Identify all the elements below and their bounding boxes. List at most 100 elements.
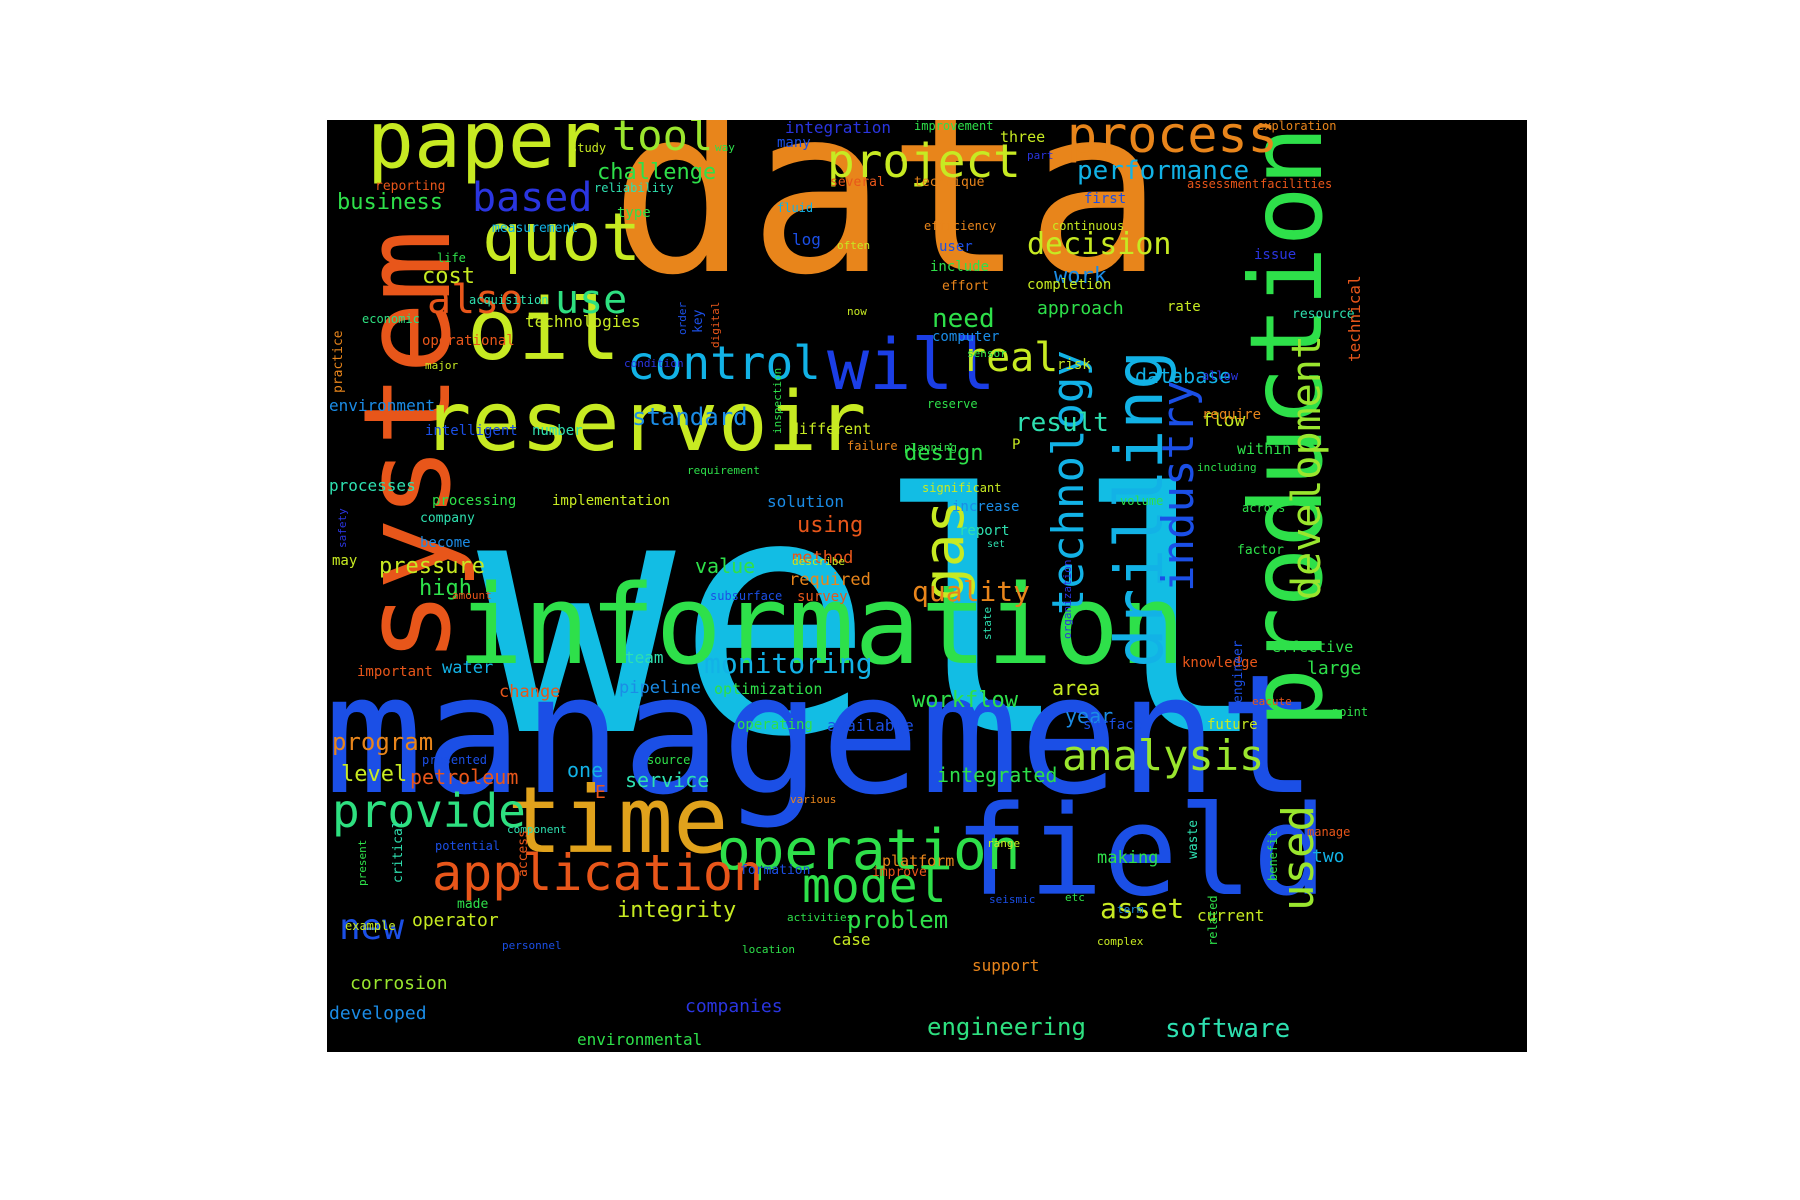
word-cost: cost [422,264,475,289]
word-related: related [1206,895,1220,946]
word-petroleum: petroleum [410,765,519,789]
word-control: control [627,336,821,390]
word-processes: processes [329,476,416,495]
word-level: level [341,762,408,787]
word-eacute: eacute [1252,695,1292,708]
word-digital: digital [709,301,722,348]
word-point: point [1332,705,1369,719]
word-engineer: engineer [1231,640,1246,703]
word-surface: surface [1083,717,1143,733]
word-real: real [962,335,1059,381]
word-measurement: measurement [492,221,579,236]
word-state: state [981,606,994,640]
word-also: also [427,277,524,323]
word-number: number [532,423,583,439]
word-risk: risk [1057,357,1091,373]
word-two: two [1312,846,1345,867]
word-access: access [516,830,531,877]
word-time: time [507,767,729,874]
word-database: database [1135,364,1232,388]
word-sensor: sensor [967,347,1007,360]
word-company: company [420,511,475,526]
word-rate: rate [1167,299,1201,315]
word-operation: operation [717,818,1021,883]
word-key: key [691,309,706,333]
word-integration: integration [785,120,891,137]
word-information: information [457,561,1186,689]
word-user: user [939,239,973,255]
word-now: now [847,305,867,318]
word-planning: planning [904,441,957,454]
word-requirement: requirement [687,464,760,477]
word-failure: failure [847,439,898,453]
word-provide: provide [332,784,526,838]
word-range: range [987,837,1021,850]
word-technical: technical [1345,275,1364,362]
word-required: required [789,570,871,590]
word-become: become [420,535,471,551]
word-platform: platform [882,852,955,870]
word-work: work [1054,264,1107,289]
word-present: present [356,839,369,886]
word-integrity: integrity [617,898,737,923]
word-factor: factor [1237,543,1284,558]
word-practice: practice [331,330,346,393]
word-completion: completion [1027,277,1112,293]
word-benefit: benefit [1266,830,1280,881]
word-economic: economic [362,312,420,326]
word-across: across [1242,501,1286,515]
word-based: based [472,175,593,221]
word-available: available [827,716,914,735]
word-critical: critical [391,820,406,883]
word-oil: oil [467,281,621,380]
word-intelligent: intelligent [425,423,518,439]
word-increase: increase [952,499,1020,515]
word-analysis: analysis [1062,731,1265,780]
word-using: using [797,513,864,538]
word-component: component [507,823,567,836]
word-making: making [1097,848,1159,868]
word-value: value [695,554,756,578]
word-acquisition: acquisition [469,293,549,307]
word-paper: paper [367,120,602,186]
word-p: P [1012,437,1021,453]
word-type: type [617,205,651,221]
word-quot: quot [482,199,641,276]
word-knowledge: knowledge [1182,655,1258,671]
word-subsurface: subsurface [710,589,783,603]
word-potential: potential [435,839,501,853]
word-will: will [827,324,996,406]
word-location: location [742,943,795,956]
word-future: future [1207,717,1258,733]
word-reporting: reporting [375,179,446,194]
word-monitoring: monitoring [704,647,873,680]
word-assessment: assessment [1187,177,1260,191]
word-order: order [676,301,689,335]
word-condition: condition [624,357,684,370]
word-various: various [790,793,837,806]
word-area: area [1052,676,1101,700]
word-tool: tool [612,120,714,160]
word-flow: flow [1202,410,1246,431]
word-environmental: environmental [577,1030,703,1049]
word-exploration: exploration [1257,120,1337,133]
word-high: high [419,576,472,601]
word-organization: organization [1061,559,1074,639]
word-development: development [1284,335,1330,600]
word-process: process [1067,120,1278,164]
word-data: data [610,120,1164,326]
word-performance: performance [1077,156,1250,186]
word-optimization: optimization [714,680,823,698]
word-important: important [357,664,433,680]
word-etc: etc [1065,891,1085,904]
word-support: support [972,956,1040,975]
word-several: several [830,175,885,190]
word-major: major [425,359,459,372]
word-presented: presented [422,753,488,767]
word-often: often [837,239,871,252]
word-way: way [715,141,735,154]
word-implementation: implementation [552,493,671,509]
word-report: report [959,523,1010,539]
word-asset: asset [1100,892,1185,925]
word-developed: developed [329,1003,427,1024]
